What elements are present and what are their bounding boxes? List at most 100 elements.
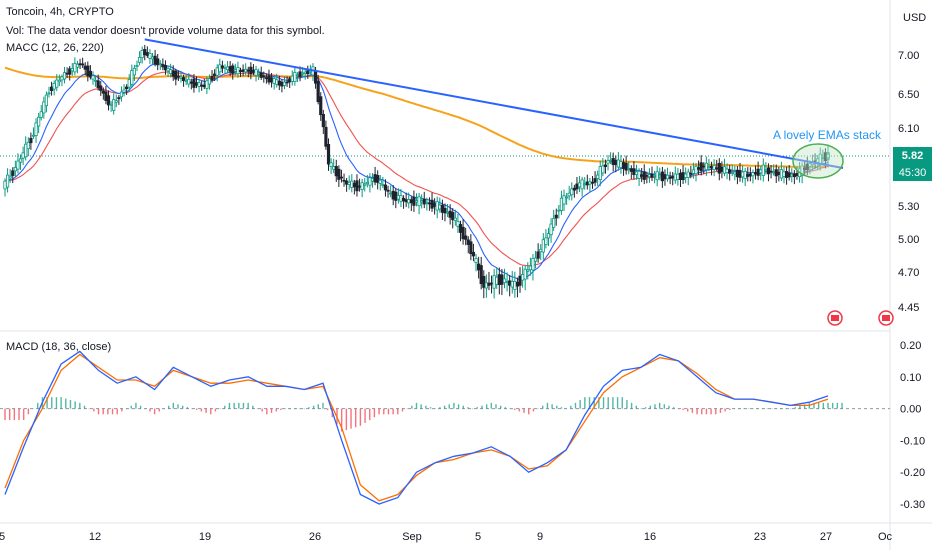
- candle-body: [412, 196, 416, 206]
- macd-histogram-bar: [598, 397, 600, 409]
- candle-body: [632, 168, 636, 176]
- candle-body: [205, 80, 209, 89]
- macd-histogram-bar: [635, 405, 637, 409]
- candle-body: [238, 70, 243, 72]
- candle-body: [360, 182, 364, 191]
- macd-histogram-bar: [509, 408, 511, 410]
- macd-histogram-bar: [556, 405, 558, 409]
- candle-body: [759, 169, 763, 174]
- macd-histogram-bar: [761, 408, 764, 410]
- macd-histogram-bar: [513, 408, 516, 411]
- candle-body: [738, 170, 742, 178]
- candle-body: [609, 159, 613, 162]
- candle-body: [730, 171, 734, 174]
- candle-body: [707, 166, 711, 169]
- candle-body: [334, 166, 338, 177]
- candle-body: [523, 268, 527, 280]
- macd-signal-line: [4, 353, 829, 502]
- candle-body: [500, 274, 504, 285]
- candle-body: [231, 65, 235, 74]
- candle-body: [779, 169, 784, 179]
- candle-body: [521, 274, 525, 281]
- candle-body: [99, 85, 103, 91]
- candle-body: [210, 75, 214, 81]
- candle-body: [733, 171, 737, 175]
- macd-histogram-bar: [275, 408, 277, 412]
- candle-body: [37, 116, 41, 127]
- macd-histogram-bar: [672, 407, 675, 409]
- candle-body: [526, 269, 530, 272]
- macd-histogram-bar: [27, 408, 30, 415]
- candle-body: [96, 80, 100, 89]
- macd-histogram-bar: [308, 407, 310, 409]
- candle-body: [244, 68, 248, 73]
- candle-body: [536, 251, 540, 259]
- macd-histogram-bar: [551, 404, 553, 409]
- candle-body: [464, 235, 468, 240]
- candle-body: [357, 185, 362, 188]
- candle-body: [629, 168, 633, 172]
- macd-histogram-bar: [485, 404, 488, 409]
- candle-body: [86, 65, 90, 77]
- macd-histogram-bar: [107, 408, 109, 415]
- macd-histogram-bar: [443, 405, 446, 409]
- candle-body: [479, 265, 483, 285]
- macd-histogram-bar: [294, 408, 296, 410]
- candle-body: [585, 181, 589, 186]
- macd-histogram-bar: [481, 405, 483, 409]
- macd-histogram-bar: [153, 408, 156, 415]
- candle-body: [458, 224, 463, 233]
- macd-histogram-bar: [200, 408, 203, 412]
- candle-body: [378, 179, 382, 184]
- macd-histogram-bar: [532, 408, 535, 412]
- candle-body: [62, 72, 67, 80]
- candle-body: [487, 282, 491, 286]
- candle-body: [603, 164, 608, 167]
- price-tick-label: 4.45: [898, 302, 919, 314]
- macd-histogram-bar: [504, 407, 507, 409]
- time-tick-label: 27: [820, 531, 832, 543]
- candle-body: [171, 70, 175, 77]
- candle-body: [264, 77, 268, 80]
- macd-histogram-bar: [392, 408, 394, 415]
- candle-body: [285, 81, 289, 84]
- candle-body: [645, 174, 649, 177]
- macd-histogram-bar: [266, 408, 268, 415]
- candle-body: [119, 91, 124, 98]
- time-tick-label: 5: [475, 531, 481, 543]
- candle-body: [88, 70, 93, 78]
- time-tick-label: 12: [89, 531, 101, 543]
- candle-body: [81, 63, 85, 66]
- macd-histogram-bar: [359, 408, 362, 426]
- candle-body: [112, 99, 116, 111]
- candle-body: [342, 179, 346, 182]
- candle-body: [448, 210, 452, 218]
- candle-body: [689, 172, 693, 175]
- price-tick-label: 4.70: [898, 267, 919, 279]
- candle-body: [590, 181, 595, 184]
- candle-body: [784, 171, 789, 178]
- candle-body: [308, 70, 312, 73]
- candle-body: [26, 141, 30, 150]
- macd-histogram-bar: [803, 404, 806, 409]
- macd-histogram-bar: [668, 405, 670, 409]
- candle-body: [83, 65, 87, 70]
- ema-fast-line: [4, 63, 829, 281]
- candle-body: [158, 63, 162, 66]
- candle-body: [427, 202, 432, 205]
- candle-body: [715, 167, 719, 170]
- annotation-text: A lovely EMAs stack: [773, 128, 882, 142]
- candle-body: [751, 172, 755, 177]
- macd-histogram-bar: [682, 408, 684, 411]
- macd-histogram-bar: [747, 408, 750, 410]
- candle-body: [699, 162, 703, 172]
- candle-body: [502, 278, 507, 283]
- macd-histogram-bar: [97, 408, 100, 415]
- candle-body: [246, 69, 250, 72]
- candle-body: [373, 174, 377, 183]
- macd-tick-label: 0.10: [900, 372, 921, 384]
- macd-histogram-bar: [355, 408, 357, 428]
- macd-histogram-bar: [701, 408, 703, 415]
- candle-body: [389, 192, 393, 195]
